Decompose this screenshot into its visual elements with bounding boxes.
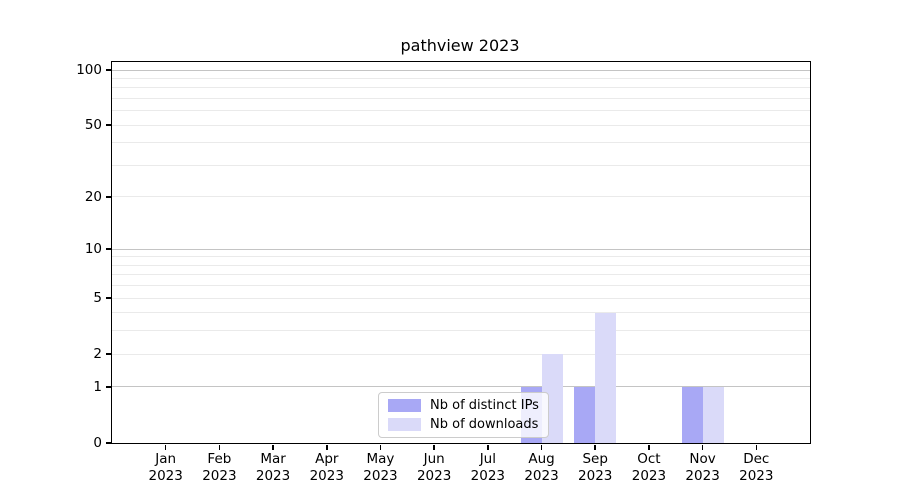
x-tick-label-year: 2023 — [416, 468, 452, 484]
legend: Nb of distinct IPs Nb of downloads — [378, 392, 549, 438]
x-tick-label: Nov 2023 — [671, 451, 735, 485]
x-tick — [164, 445, 167, 450]
y-tick — [106, 386, 111, 388]
x-tick-label-month: Aug — [528, 451, 555, 467]
x-tick — [648, 445, 650, 450]
x-tick-label-year: 2023 — [202, 468, 237, 484]
x-tick-label-year: 2023 — [255, 468, 291, 484]
y-tick-label: 1 — [93, 378, 102, 395]
gridline-minor — [112, 87, 810, 89]
x-tick-label-year: 2023 — [578, 468, 613, 484]
x-tick-label-year: 2023 — [309, 468, 344, 484]
y-tick — [106, 248, 111, 250]
x-tick — [701, 445, 704, 450]
gridline-major — [112, 69, 810, 71]
y-tick-label: 100 — [76, 62, 102, 78]
y-tick-label: 10 — [84, 241, 102, 258]
gridline-major — [112, 386, 810, 388]
x-tick-label: Jun 2023 — [402, 451, 466, 485]
y-tick-label: 50 — [84, 117, 102, 134]
gridline-minor — [112, 353, 810, 355]
gridline-minor — [112, 97, 810, 99]
plot-inner: 0 1 2 5 10 20 50 100 Jan 2023 Feb 2023 Mar 2023 Apr 202… — [76, 62, 810, 484]
x-tick-label-month: Dec — [743, 451, 770, 467]
x-tick-label-month: Jul — [479, 451, 496, 467]
y-tick — [106, 353, 111, 355]
gridline-minor — [112, 312, 810, 314]
x-tick-label: Aug 2023 — [510, 451, 574, 485]
x-tick — [755, 445, 758, 450]
gridline-minor — [112, 110, 810, 112]
x-tick-label: Jan 2023 — [134, 451, 198, 485]
x-tick-label-year: 2023 — [524, 468, 559, 484]
gridline-minor — [112, 330, 810, 332]
x-tick — [379, 445, 382, 450]
gridline-minor — [112, 142, 810, 144]
x-tick — [433, 445, 435, 450]
y-tick — [106, 196, 111, 198]
x-tick-label-year: 2023 — [363, 468, 398, 484]
gridline-minor — [112, 285, 810, 287]
x-tick-label-month: Mar — [260, 451, 286, 467]
bar-downloads — [702, 386, 724, 443]
x-tick-label-month: May — [366, 451, 395, 467]
x-tick — [540, 445, 543, 450]
x-tick-label-year: 2023 — [148, 468, 183, 484]
x-tick-label-year: 2023 — [470, 468, 506, 484]
x-tick-label: Feb 2023 — [187, 451, 251, 485]
x-tick — [487, 445, 489, 450]
y-tick — [106, 297, 111, 299]
legend-label-distinct-ips: Nb of distinct IPs — [430, 398, 539, 413]
gridline-minor — [112, 77, 810, 79]
legend-label-downloads: Nb of downloads — [430, 417, 539, 432]
x-tick-label-month: Jan — [155, 451, 177, 467]
gridline-minor — [112, 264, 810, 266]
x-tick — [218, 445, 221, 450]
x-tick-label: May 2023 — [348, 451, 412, 485]
y-tick — [106, 69, 111, 71]
y-tick-label: 0 — [93, 435, 102, 451]
legend-item-distinct-ips: Nb of distinct IPs — [388, 398, 539, 413]
legend-swatch-downloads — [388, 418, 421, 431]
x-tick-label-month: Jun — [423, 451, 445, 467]
plot-area: 0 1 2 5 10 20 50 100 Jan 2023 Feb 2023 Mar 2023 Apr 202… — [76, 61, 811, 484]
x-tick-label-year: 2023 — [739, 468, 774, 484]
y-tick — [106, 124, 111, 126]
gridline-minor — [112, 274, 810, 276]
x-tick-label-year: 2023 — [631, 468, 667, 484]
chart-title: pathview 2023 — [400, 36, 520, 55]
x-tick-label: Sep 2023 — [563, 451, 627, 485]
x-tick-label-month: Nov — [689, 451, 716, 467]
x-tick-label: Mar 2023 — [241, 451, 305, 485]
x-tick-label-month: Apr — [315, 451, 339, 467]
gridline-minor — [112, 164, 810, 166]
x-tick-label-month: Oct — [637, 451, 661, 467]
x-tick-label: Dec 2023 — [724, 451, 788, 485]
x-tick-label-month: Sep — [582, 451, 608, 467]
gridline-minor — [112, 297, 810, 299]
y-tick-label: 20 — [84, 188, 102, 205]
x-tick — [272, 445, 274, 450]
x-tick — [594, 445, 596, 450]
x-tick-label-month: Feb — [207, 451, 232, 467]
bar-distinct-ips — [574, 386, 596, 443]
y-tick-label: 2 — [93, 346, 102, 363]
gridline-minor — [112, 196, 810, 198]
bar-distinct-ips — [681, 386, 703, 443]
x-tick-label: Jul 2023 — [456, 451, 520, 485]
legend-item-downloads: Nb of downloads — [388, 417, 539, 432]
bar-downloads — [595, 312, 617, 443]
x-tick-label-year: 2023 — [685, 468, 720, 484]
gridline-major — [112, 248, 810, 250]
gridline-minor — [112, 256, 810, 258]
x-tick — [326, 445, 328, 450]
x-tick-label: Oct 2023 — [617, 451, 681, 485]
legend-swatch-distinct-ips — [388, 399, 421, 412]
x-tick-label: Apr 2023 — [295, 451, 359, 485]
gridline-minor — [112, 124, 810, 126]
y-tick-label: 5 — [93, 290, 102, 307]
y-tick — [106, 442, 111, 444]
